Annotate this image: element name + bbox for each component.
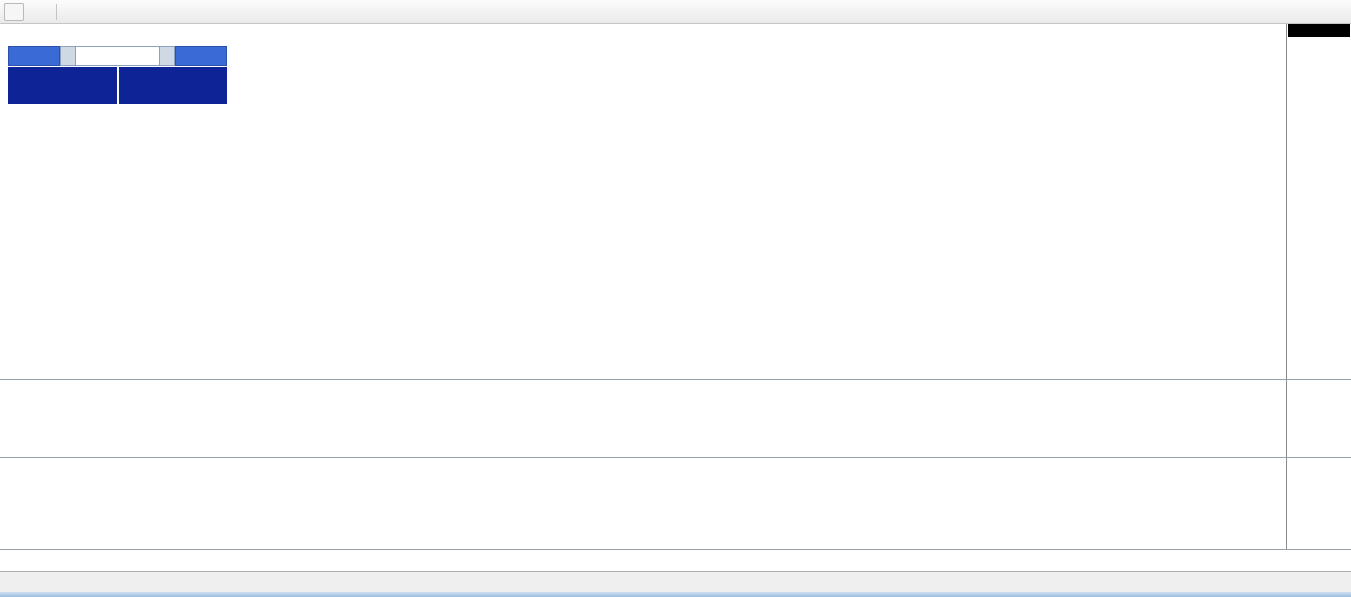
volume-decrease-button[interactable]: [60, 46, 76, 66]
macd-axis[interactable]: [1286, 380, 1351, 457]
current-price-tag: [1288, 24, 1350, 37]
price-axis[interactable]: [1286, 24, 1351, 379]
chart-tab-bar: [0, 571, 1351, 592]
one-click-trading-panel: [8, 46, 227, 104]
sell-button[interactable]: [8, 46, 60, 66]
macd-panel: [0, 380, 1351, 458]
buy-button[interactable]: [175, 46, 227, 66]
rsi-panel: [0, 458, 1351, 550]
macd-plot[interactable]: [0, 380, 1286, 458]
horizontal-scrollbar[interactable]: [0, 592, 1351, 597]
crosshair-dropdown-button[interactable]: [27, 3, 47, 21]
buy-price-display[interactable]: [118, 67, 227, 104]
rsi-plot[interactable]: [0, 458, 1286, 550]
time-axis[interactable]: [0, 550, 1351, 570]
rsi-axis[interactable]: [1286, 458, 1351, 549]
price-chart-panel: [0, 24, 1351, 380]
sell-price-display[interactable]: [8, 67, 117, 104]
volume-increase-button[interactable]: [159, 46, 175, 66]
toolbar-separator: [56, 3, 57, 20]
toolbar: [0, 0, 1351, 24]
chart-tool-button[interactable]: [4, 2, 24, 21]
volume-input[interactable]: [76, 46, 159, 66]
